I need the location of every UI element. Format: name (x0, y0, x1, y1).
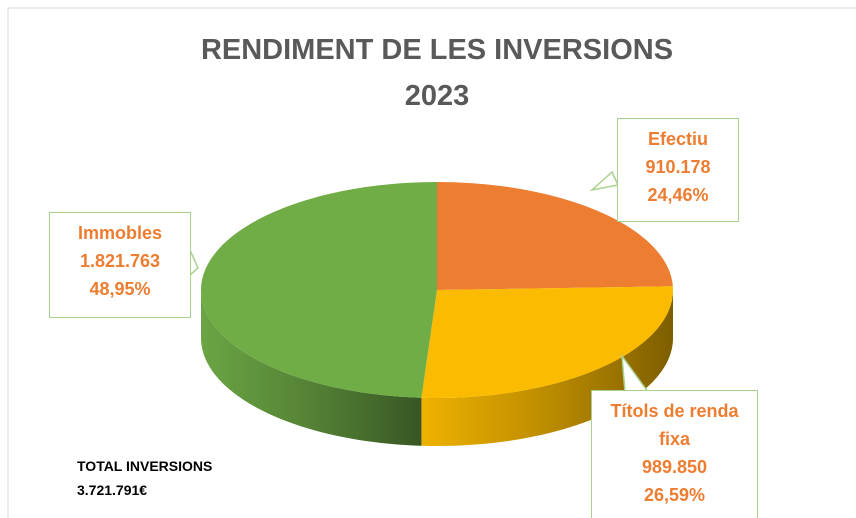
chart-subtitle: 2023 (404, 80, 470, 112)
percentage-label: 26,59% (643, 485, 706, 505)
data-label: Efectiu 910.178 24,46% (617, 118, 739, 222)
category-label: Títols de renda fixa (610, 401, 739, 449)
chart-border (7, 7, 856, 518)
callout-pointer (589, 170, 620, 192)
chart-title: RENDIMENT DE LES INVERSIONS (200, 34, 674, 66)
annotation: TOTAL INVERSIONS (77, 458, 213, 474)
value-label: 989.850 (641, 457, 708, 477)
percentage-label: 48,95% (89, 279, 151, 299)
slice (437, 182, 673, 290)
category-label: Efectiu (647, 129, 708, 149)
annotation: 3.721.791€ (77, 482, 148, 498)
percentage-label: 24,46% (647, 185, 709, 205)
callout-pointer (189, 249, 199, 277)
value-label: 1.821.763 (79, 251, 161, 271)
side-shade (201, 290, 422, 446)
category-label: Immobles (77, 223, 163, 243)
slice (421, 286, 673, 398)
value-label: 910.178 (645, 157, 711, 177)
slice (201, 182, 437, 398)
data-label: Títols de renda fixa 989.850 26,59% (591, 390, 758, 518)
data-label: Immobles 1.821.763 48,95% (49, 212, 191, 318)
